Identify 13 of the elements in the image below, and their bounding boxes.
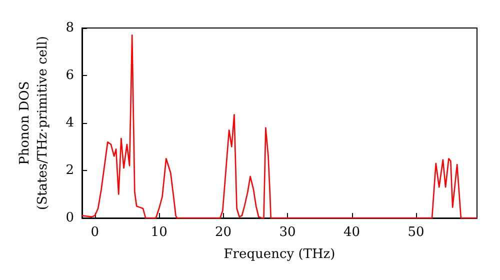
y-axis-title: Phonon DOS (States/THz·primitive cell)	[18, 36, 50, 210]
x-tick-label: 20	[215, 225, 232, 240]
y-tick-label: 8	[66, 20, 74, 36]
x-tick-label: 40	[343, 225, 360, 240]
x-tick-label: 10	[150, 225, 168, 240]
y-tick-label: 4	[66, 116, 74, 130]
y-tick-label: 6	[66, 68, 74, 83]
y-tick-label: 2	[66, 163, 74, 178]
x-axis-title: Frequency (THz)	[224, 247, 336, 262]
x-tick-label: 50	[408, 225, 424, 240]
y-tick-label: 0	[66, 210, 74, 226]
x-tick-label: 30	[279, 225, 296, 240]
x-tick-label: 0	[90, 225, 99, 240]
